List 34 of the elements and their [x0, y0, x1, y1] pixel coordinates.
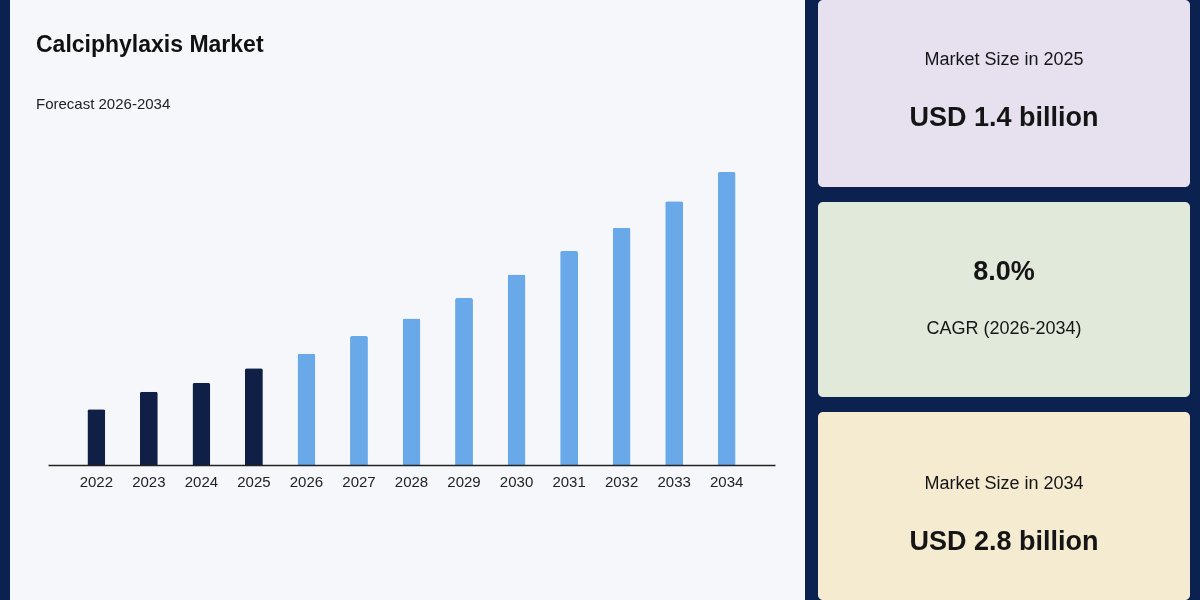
bar — [612, 227, 631, 465]
bar — [455, 297, 473, 465]
x-tick-label: 2032 — [604, 472, 639, 490]
x-tick-label: 2027 — [342, 472, 376, 490]
text: USD 2.8 billion — [909, 526, 1099, 556]
bar — [297, 353, 316, 465]
bar — [665, 201, 684, 465]
text: 8.0% — [973, 256, 1035, 286]
x-tick-label: 2025 — [237, 472, 271, 490]
bar — [139, 391, 158, 465]
text: Market Size in 2034 — [924, 473, 1084, 493]
bar — [244, 368, 263, 465]
x-tick-label: 2026 — [289, 472, 324, 490]
x-tick-label: 2029 — [447, 472, 481, 490]
x-tick-label: 2022 — [79, 472, 114, 490]
text: USD 1.4 billion — [909, 102, 1099, 132]
x-tick-label: 2030 — [499, 472, 534, 490]
x-tick-label: 2033 — [657, 472, 691, 490]
bar — [402, 318, 421, 465]
x-tick-label: 2031 — [552, 472, 586, 490]
x-tick-label: 2034 — [709, 472, 744, 490]
bar — [87, 409, 106, 465]
chart-subtitle: Forecast 2026-2034 — [36, 95, 171, 112]
x-tick-label: 2028 — [394, 472, 429, 490]
x-tick-label: 2024 — [184, 472, 219, 490]
bar — [507, 274, 526, 465]
x-tick-label: 2023 — [132, 472, 166, 490]
bar — [192, 382, 211, 465]
chart-title: Calciphylaxis Market — [36, 31, 264, 57]
text: CAGR (2026-2034) — [926, 318, 1082, 338]
bar — [560, 251, 579, 465]
bar — [350, 336, 368, 465]
text: Market Size in 2025 — [924, 49, 1084, 69]
bar — [717, 172, 736, 465]
